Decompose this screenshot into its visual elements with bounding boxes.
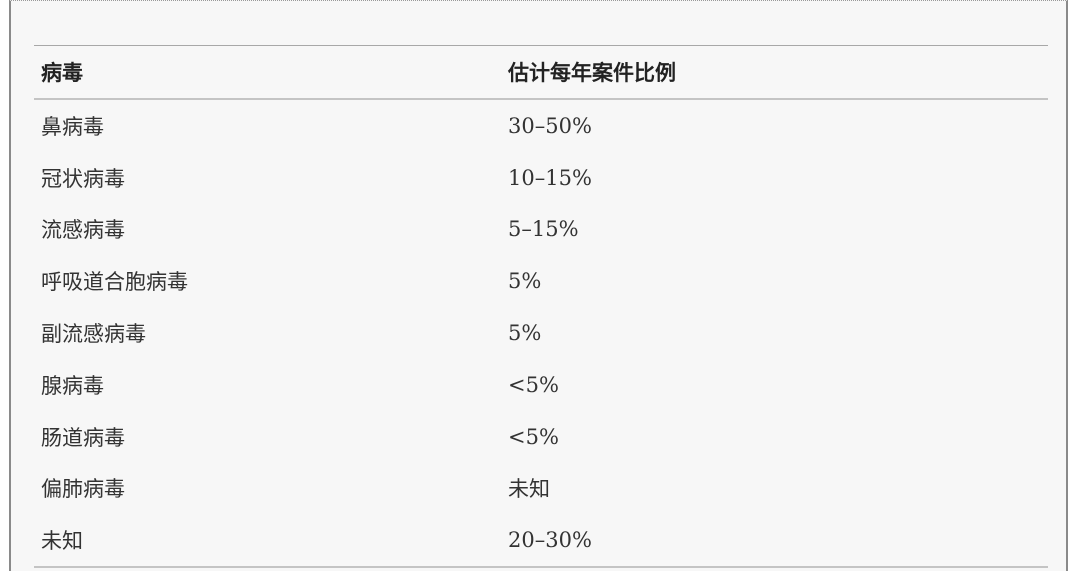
table-row: 副流感病毒 5% bbox=[34, 307, 1048, 359]
proportion-cell: 10–15% bbox=[508, 165, 592, 190]
table-row: 肠道病毒 <5% bbox=[34, 411, 1048, 463]
virus-name-cell: 腺病毒 bbox=[41, 373, 104, 398]
table-row: 冠状病毒 10–15% bbox=[34, 152, 1048, 204]
proportion-cell: 20–30% bbox=[501, 514, 1048, 569]
proportion-cell: 未知 bbox=[508, 477, 550, 502]
table-row: 呼吸道合胞病毒 5% bbox=[34, 255, 1048, 307]
content-panel: 病毒 估计每年案件比例 鼻病毒 30–50% 冠状病毒 10–15% 流感病毒 5–15%… bbox=[9, 0, 1068, 571]
table-row: 偏肺病毒 未知 bbox=[34, 463, 1048, 515]
virus-name-cell: 呼吸道合胞病毒 bbox=[41, 270, 188, 295]
table-row: 腺病毒 <5% bbox=[34, 359, 1048, 411]
header-annual-proportion: 估计每年案件比例 bbox=[501, 45, 1048, 100]
virus-name-cell: 肠道病毒 bbox=[41, 425, 125, 450]
proportion-cell: 30–50% bbox=[508, 113, 592, 138]
virus-name-cell: 副流感病毒 bbox=[41, 322, 146, 347]
proportion-cell: <5% bbox=[508, 424, 559, 449]
virus-table: 病毒 估计每年案件比例 鼻病毒 30–50% 冠状病毒 10–15% 流感病毒 5–15%… bbox=[34, 45, 1048, 569]
proportion-cell: 5% bbox=[508, 269, 542, 294]
virus-name-cell: 鼻病毒 bbox=[41, 114, 104, 139]
table-header-row: 病毒 估计每年案件比例 bbox=[34, 45, 1048, 100]
virus-name-cell: 偏肺病毒 bbox=[41, 477, 125, 502]
header-virus: 病毒 bbox=[34, 45, 501, 100]
table-row: 鼻病毒 30–50% bbox=[34, 99, 1048, 152]
proportion-cell: 5% bbox=[508, 321, 542, 346]
virus-name-cell: 未知 bbox=[34, 514, 501, 569]
table-row: 流感病毒 5–15% bbox=[34, 204, 1048, 256]
proportion-cell: <5% bbox=[508, 372, 559, 397]
proportion-cell: 5–15% bbox=[508, 217, 579, 242]
virus-name-cell: 冠状病毒 bbox=[41, 166, 125, 191]
table-row: 未知 20–30% bbox=[34, 514, 1048, 569]
virus-name-cell: 流感病毒 bbox=[41, 218, 125, 243]
